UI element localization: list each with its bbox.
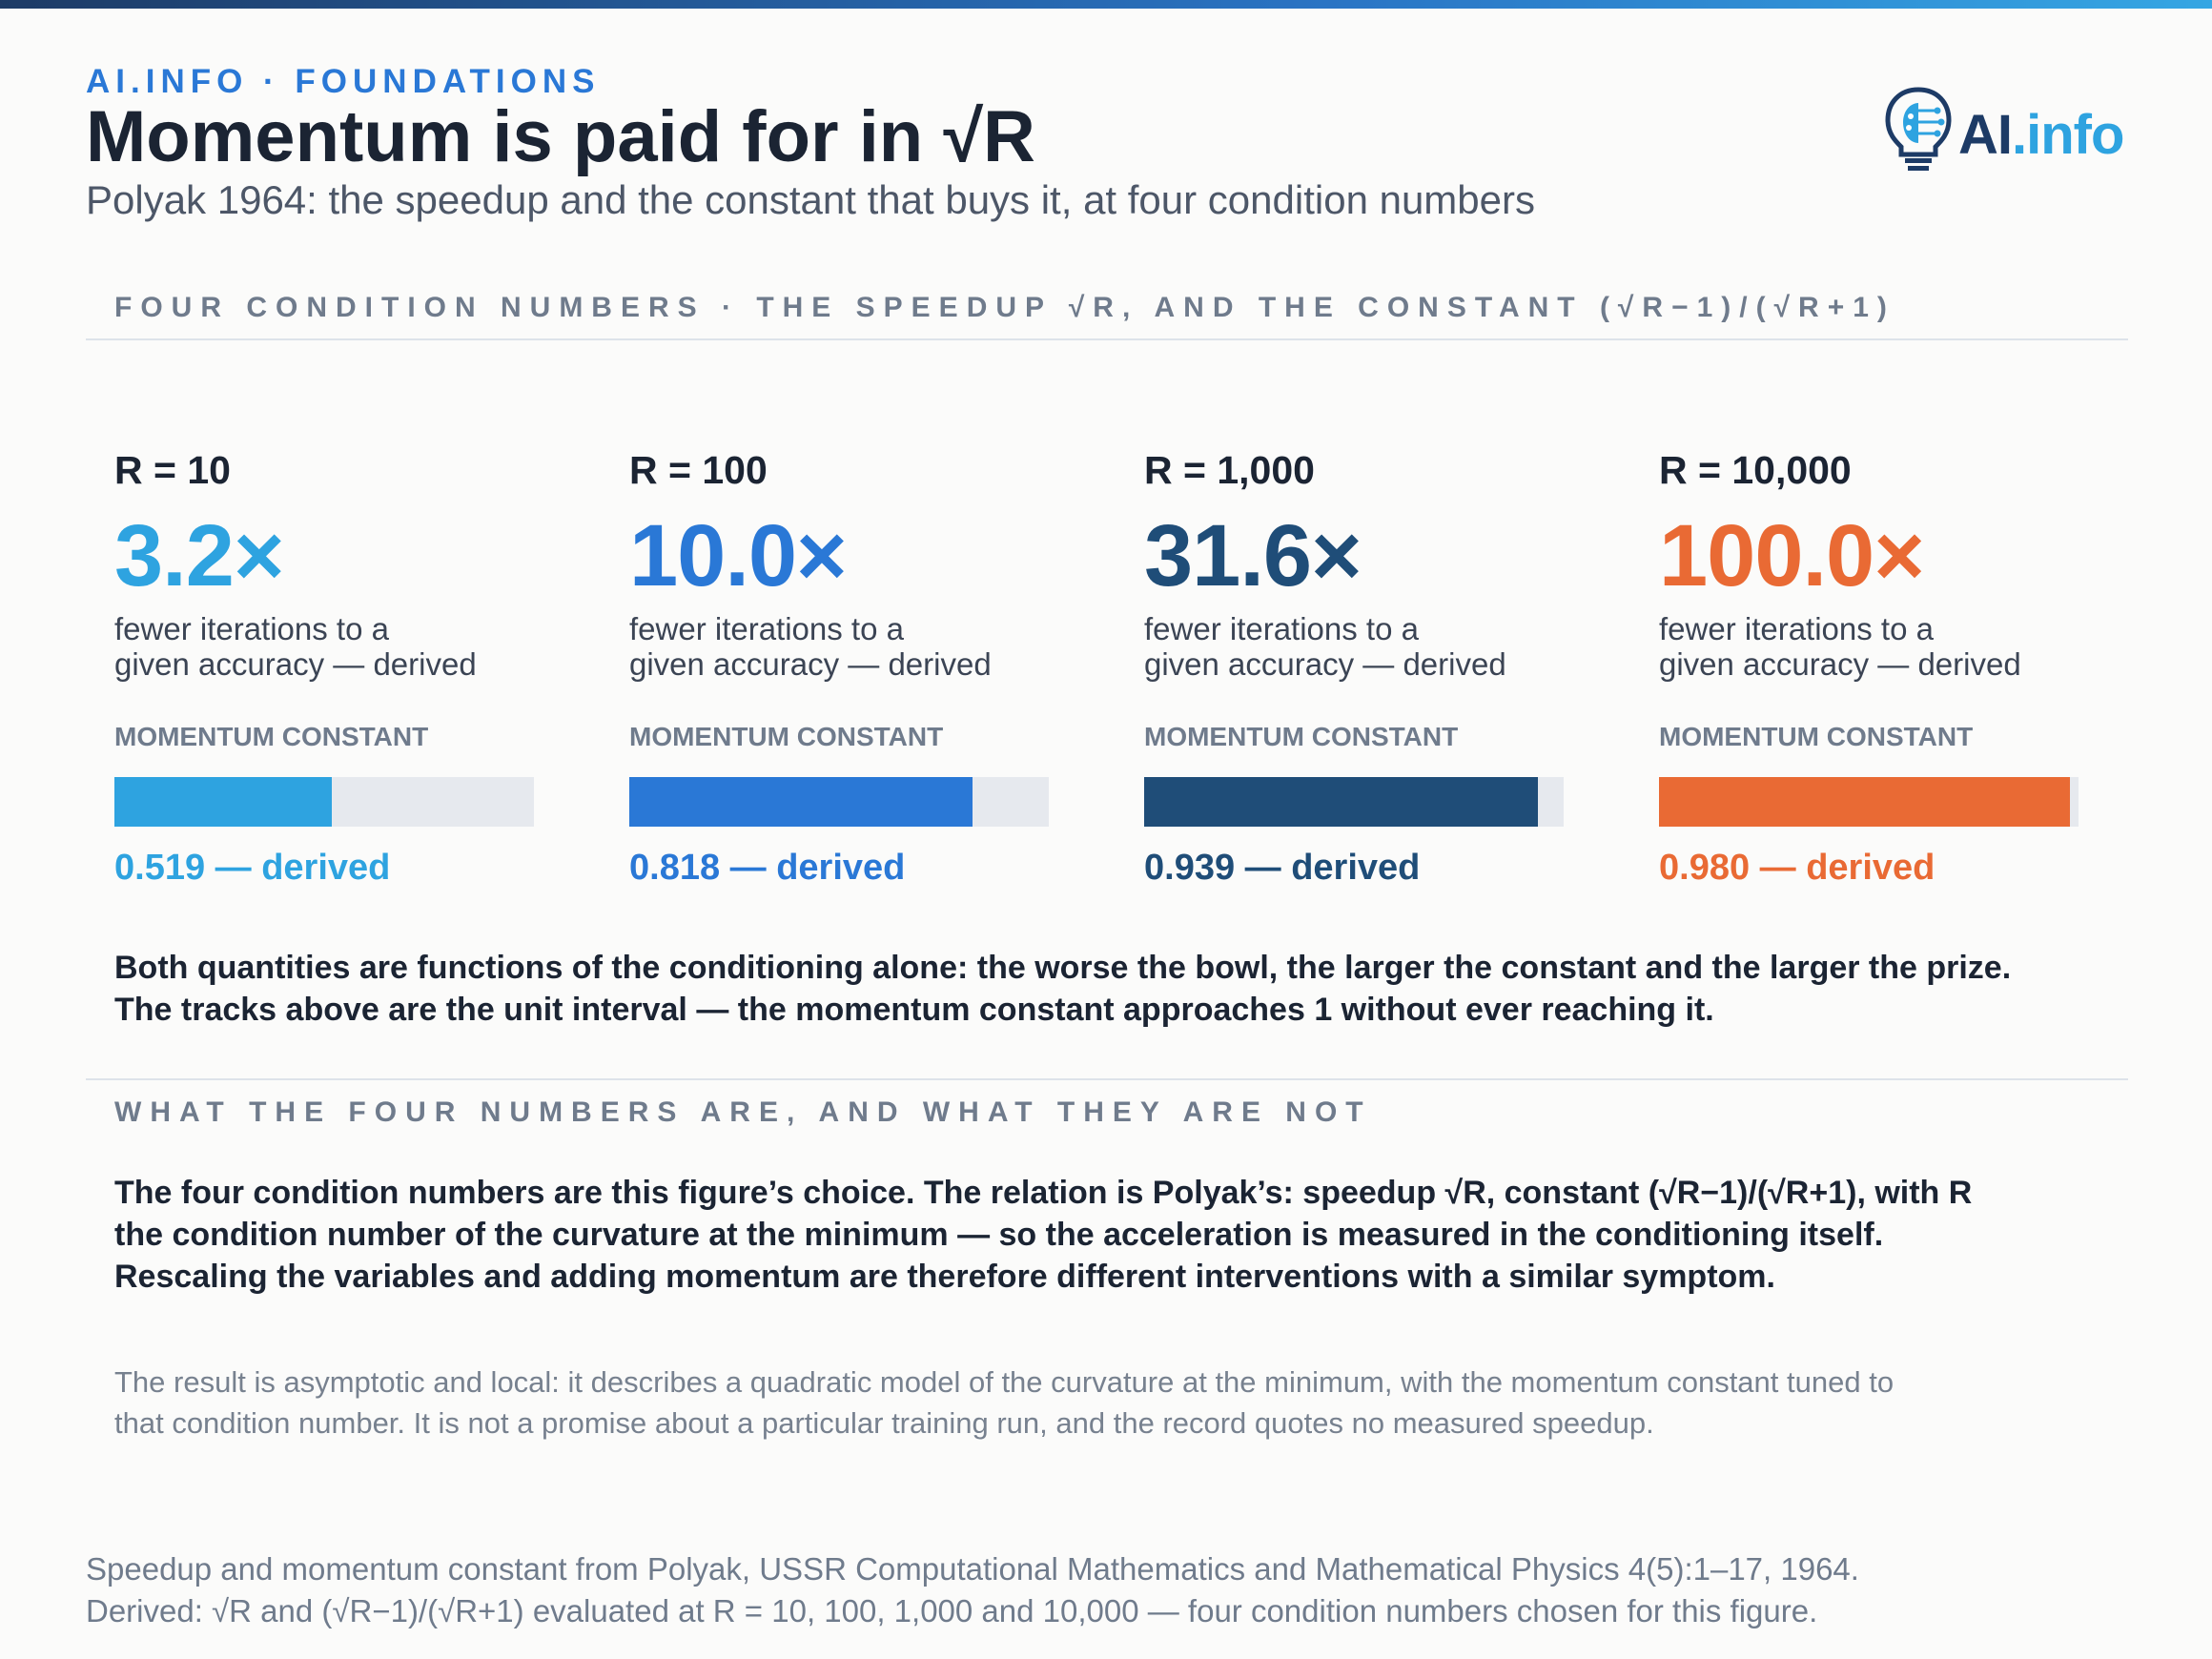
kicker: AI.INFO · FOUNDATIONS [86,63,601,100]
unit-interval-track [1144,777,1564,827]
unit-interval-track [1659,777,2079,827]
condition-label: R = 10 [114,448,231,492]
unit-interval-track [114,777,534,827]
momentum-constant-value: 0.980 — derived [1659,848,1936,888]
condition-label: R = 10,000 [1659,448,1852,492]
source-footnote: Speedup and momentum constant from Polya… [86,1551,1859,1628]
speedup-value: 3.2× [114,507,285,604]
condition-card-r10: R = 10 3.2× fewer iterations to a given a… [114,448,553,889]
momentum-constant-value: 0.519 — derived [114,848,391,888]
section-heading-what-they-are: WHAT THE FOUR NUMBERS ARE, AND WHAT THEY… [114,1096,1372,1128]
condition-label: R = 100 [629,448,768,492]
unit-interval-track [629,777,1049,827]
momentum-constant-bar [114,777,333,827]
logo-wordmark: AI.info [1958,104,2124,166]
page-subtitle: Polyak 1964: the speedup and the constan… [86,177,1535,222]
speedup-description: fewer iterations to a given accuracy — de… [1144,611,1506,682]
page-title: Momentum is paid for in √R [86,96,1035,177]
divider [86,1078,2128,1080]
lightbulb-brain-icon [1885,87,1952,171]
condition-card-r100: R = 100 10.0× fewer iterations to a given… [629,448,1068,889]
momentum-constant-bar [629,777,973,827]
section-heading-condition-numbers: FOUR CONDITION NUMBERS · THE SPEEDUP √R,… [114,292,1895,323]
speedup-value: 31.6× [1144,507,1362,604]
speedup-description: fewer iterations to a given accuracy — de… [114,611,477,682]
momentum-constant-label: MOMENTUM CONSTANT [1144,722,1459,751]
speedup-value: 100.0× [1659,507,1925,604]
divider [86,338,2128,340]
caveat-paragraph: The result is asymptotic and local: it d… [114,1365,1895,1440]
momentum-constant-value: 0.818 — derived [629,848,906,888]
momentum-constant-value: 0.939 — derived [1144,848,1421,888]
condition-label: R = 1,000 [1144,448,1315,492]
ai-info-logo: AI.info [1880,84,2128,175]
speedup-description: fewer iterations to a given accuracy — de… [1659,611,2021,682]
momentum-constant-label: MOMENTUM CONSTANT [1659,722,1974,751]
momentum-constant-label: MOMENTUM CONSTANT [629,722,944,751]
momentum-constant-bar [1144,777,1539,827]
speedup-value: 10.0× [629,507,848,604]
speedup-description: fewer iterations to a given accuracy — de… [629,611,992,682]
explanation-paragraph: The four condition numbers are this figu… [114,1175,1973,1295]
condition-card-r1000: R = 1,000 31.6× fewer iterations to a giv… [1144,448,1583,889]
top-accent-bar [0,0,2212,9]
momentum-constant-label: MOMENTUM CONSTANT [114,722,429,751]
summary-paragraph: Both quantities are functions of the con… [114,950,2012,1028]
momentum-constant-bar [1659,777,2071,827]
